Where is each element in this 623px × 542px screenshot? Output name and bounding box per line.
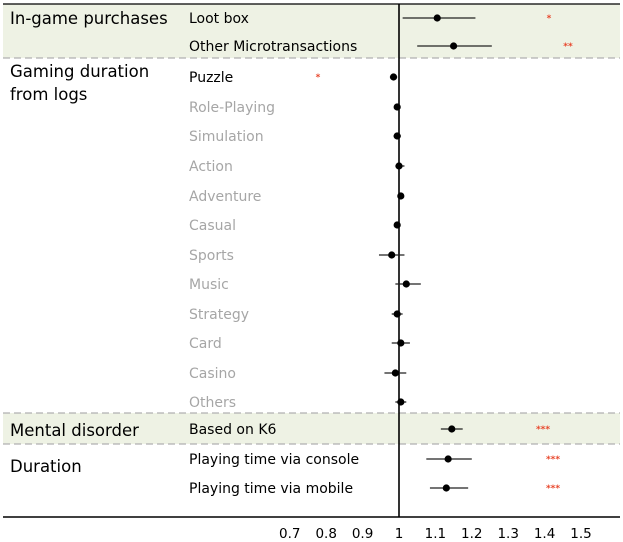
estimate-point (393, 103, 401, 111)
x-tick-label: 1.4 (534, 526, 555, 542)
estimate-point (433, 14, 441, 22)
row-label: Casino (189, 366, 236, 382)
row-label: Adventure (189, 189, 261, 205)
row-label: Other Microtransactions (189, 39, 357, 55)
significance-marker: *** (536, 425, 550, 435)
estimate-point (393, 310, 401, 318)
x-tick-label: 1.5 (570, 526, 591, 542)
row-label: Playing time via console (189, 452, 359, 468)
estimate-point (388, 251, 396, 259)
row-label: Music (189, 277, 229, 293)
group-label: from logs (10, 85, 87, 104)
x-tick-label: 0.9 (352, 526, 373, 542)
row-label: Sports (189, 248, 234, 264)
significance-marker: *** (546, 484, 560, 494)
row-label: Loot box (189, 11, 249, 27)
significance-marker: ** (563, 42, 573, 52)
estimate-point (397, 398, 405, 406)
estimate-point (395, 162, 403, 170)
estimate-point (391, 369, 399, 377)
row-label: Puzzle (189, 70, 233, 86)
x-tick-label: 1.3 (497, 526, 518, 542)
row-label: Others (189, 395, 236, 411)
row-label: Casual (189, 218, 236, 234)
estimate-point (393, 221, 401, 229)
group-band (3, 413, 620, 444)
x-tick-label: 1.2 (461, 526, 482, 542)
significance-marker: *** (546, 455, 560, 465)
estimate-point (450, 42, 458, 50)
group-label: Mental disorder (10, 421, 139, 440)
row-label: Action (189, 159, 233, 175)
group-label: Gaming duration (10, 62, 149, 81)
estimate-point (402, 280, 410, 288)
row-label: Based on K6 (189, 422, 276, 438)
group-band (3, 4, 620, 58)
x-tick-label: 0.7 (279, 526, 300, 542)
x-tick-label: 0.8 (315, 526, 336, 542)
group-label: In-game purchases (10, 9, 168, 28)
group-label: Duration (10, 457, 82, 476)
x-tick-label: 1.1 (425, 526, 446, 542)
estimate-point (397, 339, 405, 347)
estimate-point (444, 455, 452, 463)
estimate-point (389, 73, 398, 81)
significance-marker: * (547, 14, 552, 24)
estimate-point (448, 425, 456, 433)
estimate-point (397, 192, 405, 200)
estimate-point (393, 132, 401, 140)
row-label: Card (189, 336, 222, 352)
row-label: Role-Playing (189, 100, 275, 116)
row-label: Simulation (189, 129, 264, 145)
row-label: Strategy (189, 307, 249, 323)
row-label: Playing time via mobile (189, 481, 353, 497)
x-tick-label: 1 (395, 526, 404, 542)
estimate-point (442, 484, 450, 492)
significance-marker: * (316, 73, 321, 83)
